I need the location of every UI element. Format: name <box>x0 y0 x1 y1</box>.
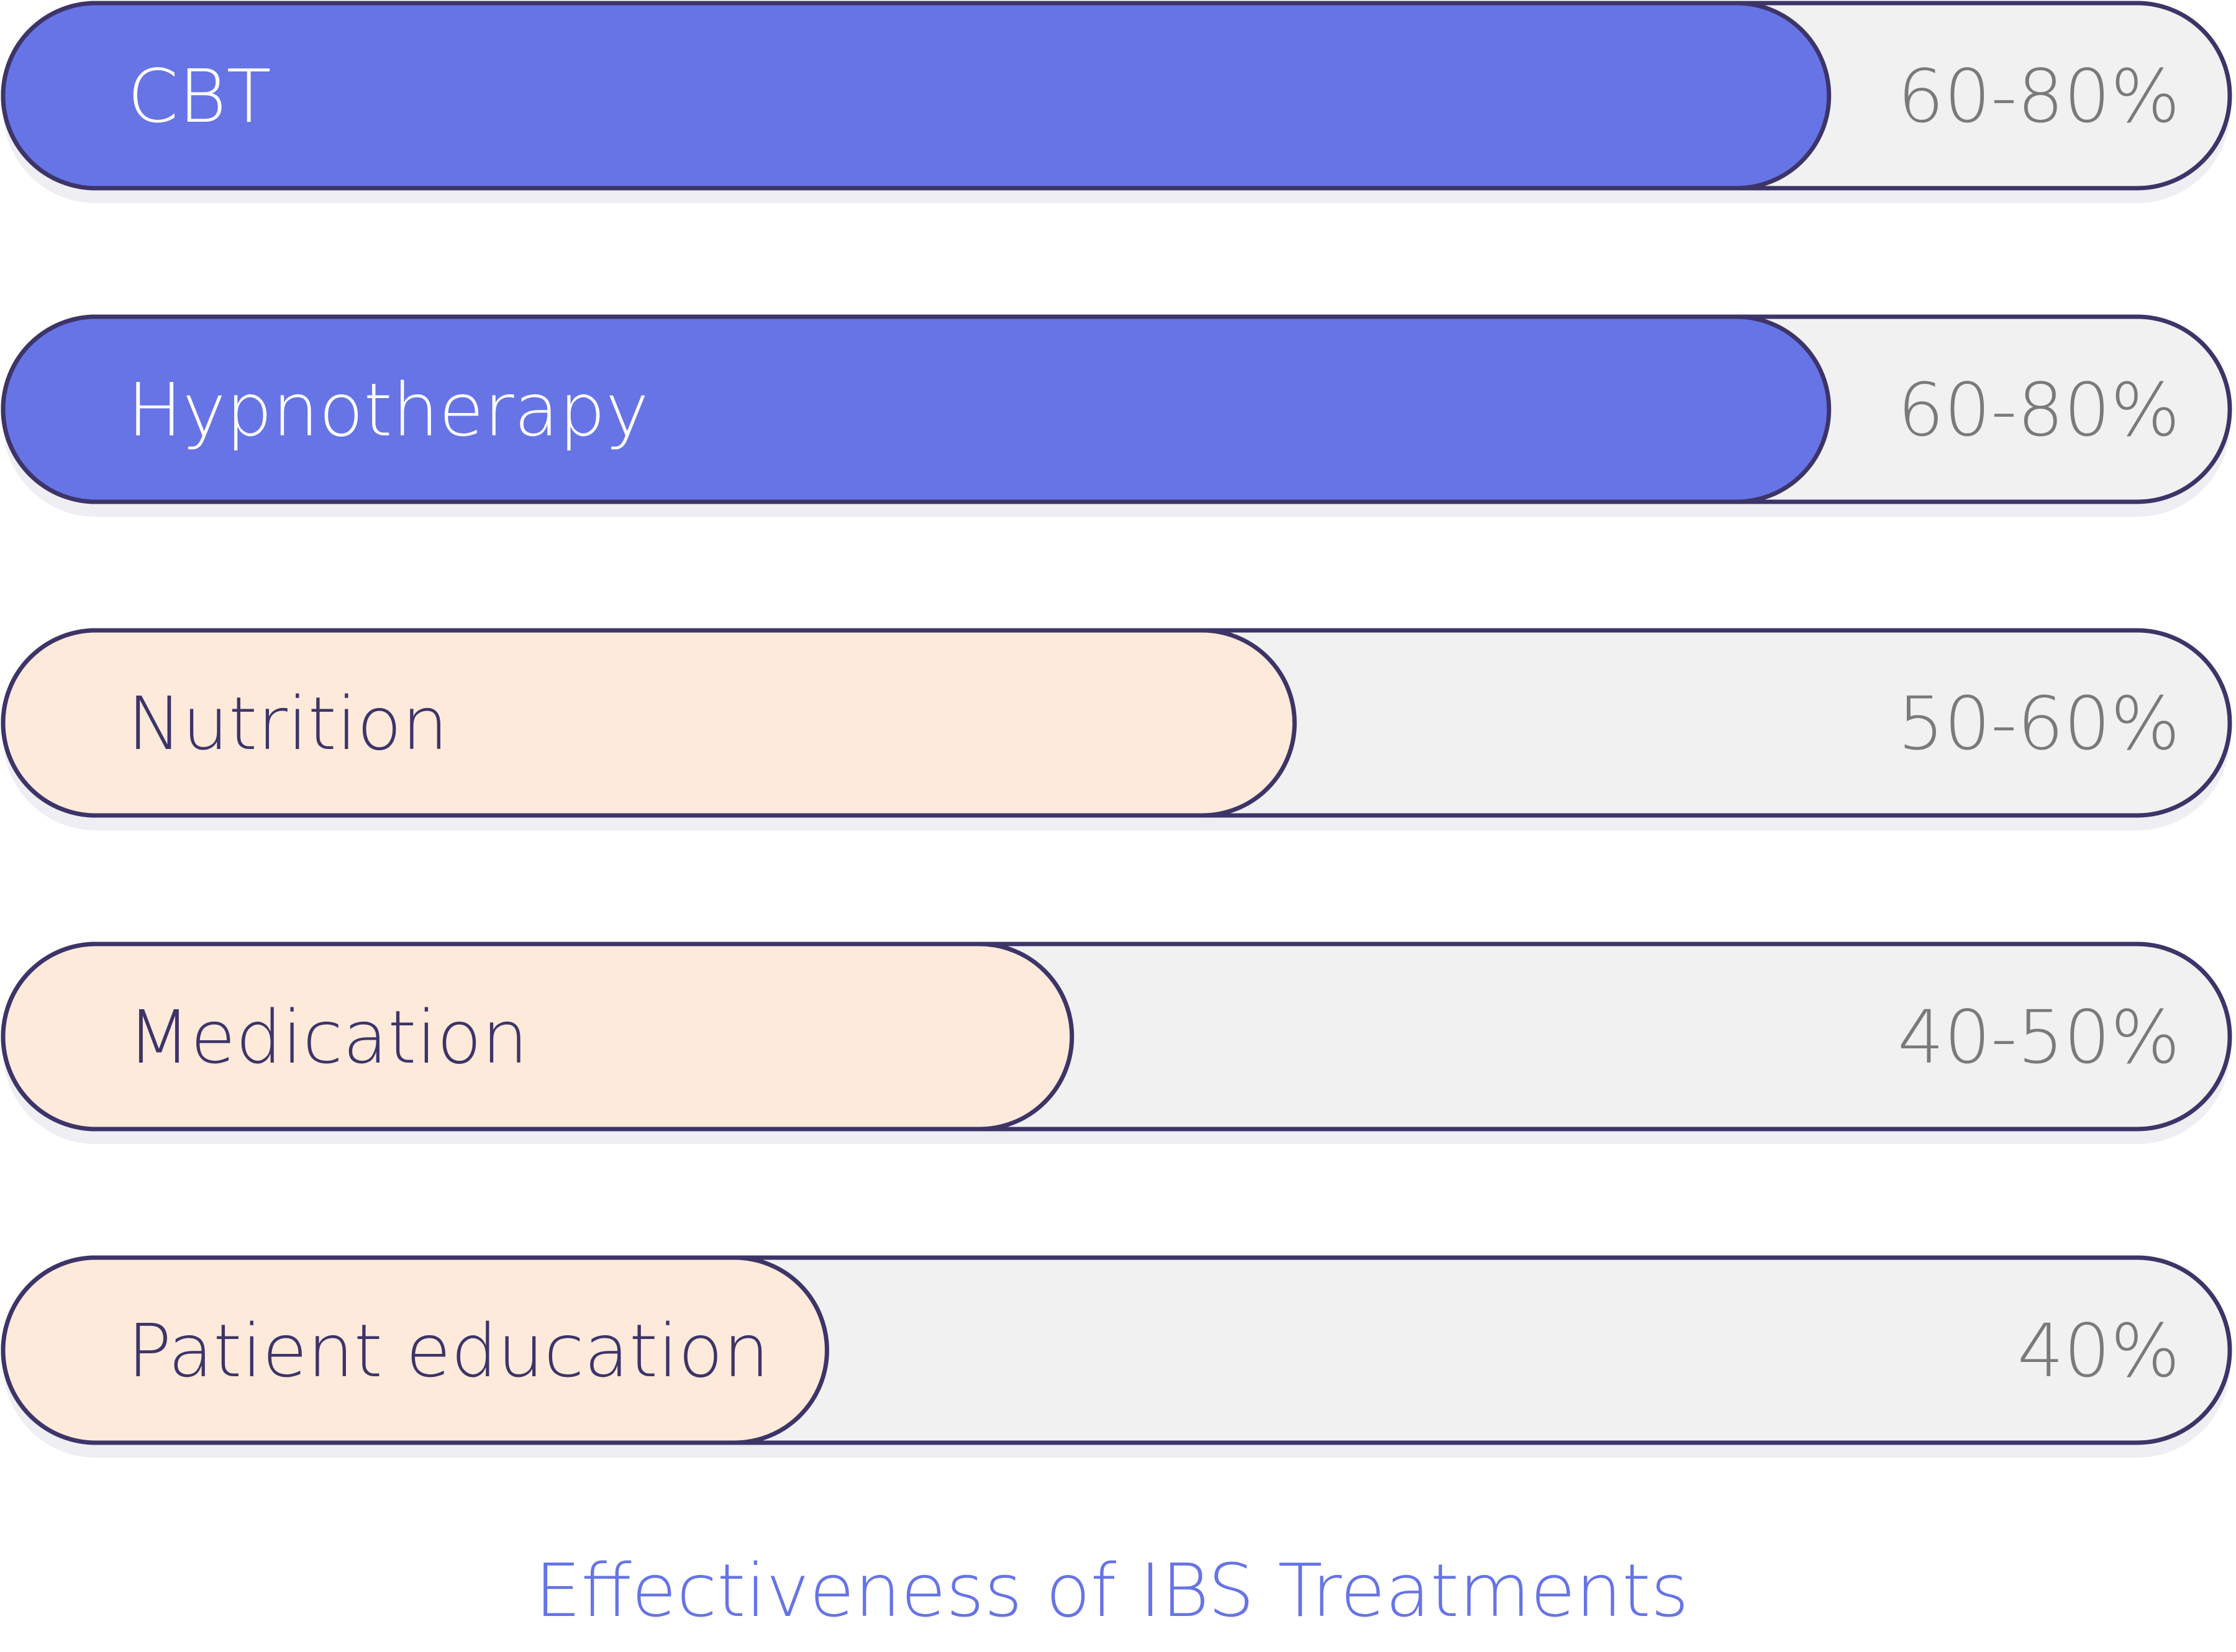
category-label: CBT <box>127 53 271 139</box>
value-label: 50-60% <box>1897 681 2180 766</box>
value-label: 40-50% <box>1897 994 2180 1080</box>
bar-row: Hypnotherapy 60-80% <box>1 314 2232 517</box>
category-label: Patient education <box>127 1308 770 1394</box>
value-label: 60-80% <box>1897 53 2180 139</box>
value-label: 60-80% <box>1897 367 2180 453</box>
category-label: Medication <box>127 994 528 1080</box>
bar-row: Medication 40-50% <box>1 942 2232 1144</box>
bar-fill <box>1 1255 829 1445</box>
category-label: Nutrition <box>127 681 448 766</box>
bar-row: Nutrition 50-60% <box>1 628 2232 830</box>
value-label: 40% <box>2017 1308 2180 1394</box>
bar-fill <box>1 628 1297 818</box>
category-label: Hypnotherapy <box>127 367 649 453</box>
chart-title: Effectiveness of IBS Treatments <box>535 1548 1689 1633</box>
bar-rows: CBT 60-80% Hypnotherapy 60-80% Nutrition 50-6… <box>1 1 2232 1458</box>
bar-row: CBT 60-80% <box>1 1 2232 203</box>
bar-row: Patient education 40% <box>1 1255 2232 1458</box>
bar-fill <box>1 942 1075 1132</box>
bar-fill <box>1 1 1832 191</box>
bar-fill <box>1 314 1832 504</box>
